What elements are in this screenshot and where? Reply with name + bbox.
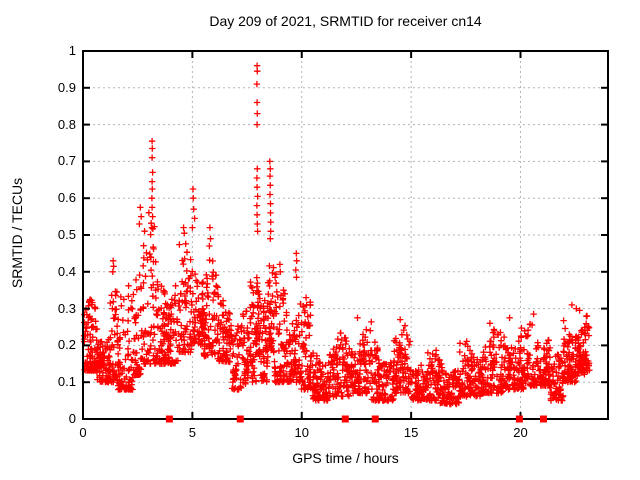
chart-title: Day 209 of 2021, SRMTID for receiver cn1… (209, 13, 482, 29)
y-tick-label: 0.3 (57, 300, 76, 316)
y-axis-label: SRMTID / TECUs (9, 177, 25, 289)
y-tick-label: 0.5 (57, 227, 76, 242)
x-axis-label: GPS time / hours (292, 450, 399, 466)
y-tick-label: 0.4 (57, 263, 76, 279)
y-tick-label: 0.2 (57, 337, 76, 353)
y-tick-label: 0.7 (57, 153, 76, 169)
x-tick-label: 10 (294, 425, 309, 440)
y-tick-label: 0.9 (57, 79, 76, 95)
x-tick-label: 5 (188, 425, 196, 440)
y-tick-label: 1 (68, 43, 76, 58)
y-tick-label: 0 (68, 411, 76, 426)
y-tick-label: 0.8 (57, 116, 76, 132)
x-tick-label: 0 (79, 425, 87, 440)
y-tick-label: 0.1 (57, 374, 76, 390)
x-tick-label: 20 (513, 425, 528, 440)
x-tick-label: 15 (403, 425, 419, 440)
y-tick-label: 0.6 (57, 190, 76, 206)
